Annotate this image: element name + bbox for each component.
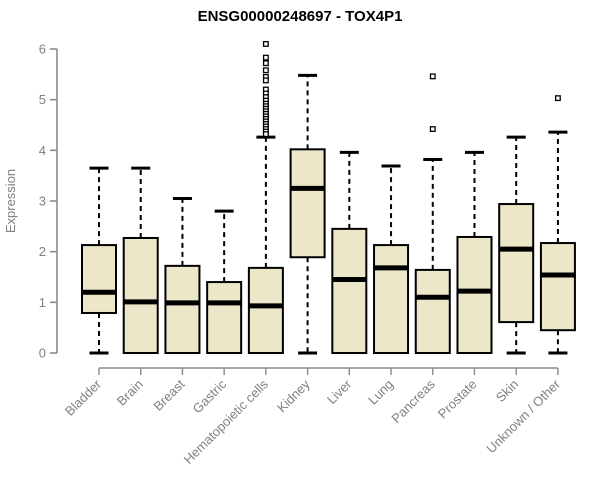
iqr-box bbox=[122, 236, 159, 354]
iqr-box bbox=[331, 227, 368, 354]
iqr-box bbox=[206, 281, 243, 355]
outlier-point bbox=[429, 126, 436, 133]
x-category-label-lung: Lung bbox=[365, 377, 396, 408]
y-tick-label: 2 bbox=[39, 244, 46, 259]
iqr-box bbox=[539, 242, 576, 332]
outlier-point bbox=[262, 54, 269, 61]
y-tick-label: 5 bbox=[39, 92, 46, 107]
x-category-label-kidney: Kidney bbox=[274, 376, 313, 415]
y-tick-label: 3 bbox=[39, 194, 46, 209]
y-tick-label: 4 bbox=[39, 143, 46, 158]
iqr-box bbox=[289, 148, 326, 259]
x-category-label-brain: Brain bbox=[114, 377, 146, 409]
x-category-label-liver: Liver bbox=[324, 376, 355, 407]
iqr-box bbox=[247, 266, 284, 355]
x-category-label-unknown-other: Unknown / Other bbox=[483, 376, 563, 456]
y-tick-label: 0 bbox=[39, 346, 46, 361]
iqr-box bbox=[498, 203, 535, 324]
box-brain bbox=[122, 166, 159, 354]
outlier-point bbox=[262, 131, 269, 138]
box-gastric bbox=[206, 209, 243, 355]
box-liver bbox=[331, 150, 368, 354]
iqr-box bbox=[164, 264, 201, 354]
outlier-point bbox=[429, 73, 436, 80]
x-category-label-pancreas: Pancreas bbox=[388, 376, 438, 426]
boxes-layer bbox=[81, 40, 576, 355]
y-axis-title: Expression bbox=[3, 169, 18, 233]
box-bladder bbox=[81, 166, 117, 355]
box-skin bbox=[498, 135, 535, 355]
x-category-label-breast: Breast bbox=[150, 376, 187, 413]
outlier-point bbox=[262, 77, 269, 84]
y-tick-label: 1 bbox=[39, 295, 46, 310]
outlier-point bbox=[262, 40, 269, 47]
box-lung bbox=[373, 164, 410, 354]
iqr-box bbox=[456, 235, 493, 354]
outlier-point bbox=[554, 95, 561, 102]
y-tick-label: 6 bbox=[39, 42, 46, 57]
x-category-label-bladder: Bladder bbox=[62, 376, 105, 419]
iqr-box bbox=[373, 244, 410, 354]
outlier-point bbox=[262, 60, 269, 67]
x-category-label-gastric: Gastric bbox=[190, 376, 230, 416]
box-prostate bbox=[456, 150, 493, 354]
outlier-point bbox=[262, 67, 269, 74]
box-pancreas bbox=[414, 73, 451, 355]
box-kidney bbox=[289, 73, 326, 355]
iqr-box bbox=[81, 244, 117, 314]
iqr-box bbox=[414, 268, 451, 355]
x-category-label-prostate: Prostate bbox=[435, 377, 480, 422]
box-hematopoietic-cells bbox=[247, 40, 284, 355]
box-unknown-other bbox=[539, 95, 576, 355]
box-breast bbox=[164, 196, 201, 354]
x-category-label-skin: Skin bbox=[493, 377, 521, 405]
chart-title: ENSG00000248697 - TOX4P1 bbox=[198, 8, 403, 25]
